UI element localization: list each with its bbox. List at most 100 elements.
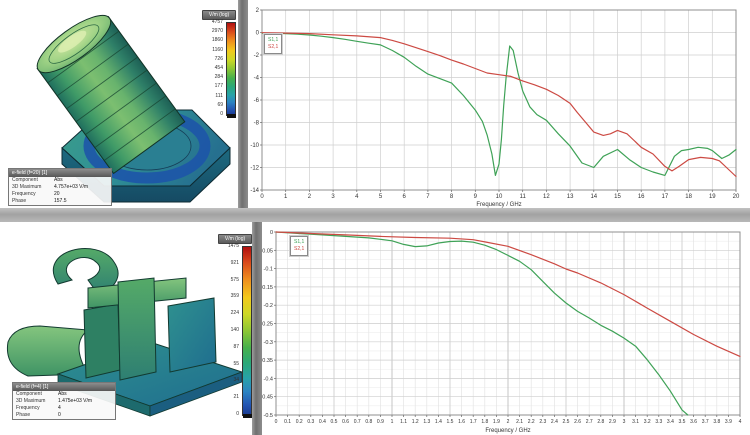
colorbar-tick-label: 21 (233, 394, 239, 401)
x-tick-label: 4 (739, 419, 742, 425)
x-tick-label: 0.7 (354, 419, 361, 425)
y-tick-label: -0.2 (264, 303, 273, 309)
x-tick-label: 3.5 (679, 419, 686, 425)
x-tick-label: 10 (496, 194, 503, 200)
curve-s21 (261, 32, 737, 178)
x-tick-label: 0.1 (284, 419, 291, 425)
colorbar-tick-label: 454 (214, 65, 223, 71)
x-tick-label: 0.6 (342, 419, 349, 425)
colorbar-scale: 4757 2970 1860 1160 726 454 284 177 111 69 0 (202, 19, 236, 118)
x-tick-label: 18 (685, 194, 692, 200)
chart-legend[interactable]: S1,1 S2,1 (262, 33, 284, 55)
x-tick-label: 5 (379, 194, 383, 200)
x-tick-label: 3.6 (690, 419, 697, 425)
y-tick-label: -0.35 (262, 358, 273, 364)
field-info-box-bottom: e-field (f=4) [1] Component Abs 3D Maximum… (12, 382, 116, 420)
colorbar-tick-label: 0 (236, 411, 239, 417)
horizontal-splitter[interactable] (0, 208, 750, 222)
legend-entry-s11: S1,1 (294, 239, 305, 245)
clip-t-plate (117, 277, 157, 381)
x-tick-label: 9 (474, 194, 478, 200)
x-tick-label: 11 (520, 194, 527, 200)
x-tick-label: 3.3 (655, 419, 662, 425)
x-tick-label: 12 (543, 194, 550, 200)
field-info-header: e-field (f=20) [1] (9, 169, 111, 177)
x-tick-label: 0 (260, 194, 264, 200)
x-tick-label: 17 (662, 194, 669, 200)
field-info-row: 3D Maximum 4.757e+03 V/m (12, 184, 89, 190)
field-info-row: Frequency 4 (16, 405, 61, 411)
colorbar-zero-marker (227, 114, 236, 118)
y-tick-label: -0.5 (264, 413, 273, 419)
x-tick-label: 1.2 (412, 419, 419, 425)
clip-3d-model[interactable] (0, 222, 252, 435)
colorbar-gradient (226, 22, 236, 116)
bolt-thread-rings (47, 30, 176, 161)
colorbar-zero-marker (243, 414, 252, 418)
colorbar-scale: 1475 921 575 359 224 140 87 55 34 21 0 (218, 243, 252, 418)
field-info-box-top: e-field (f=20) [1] Component Abs 3D Maximu… (8, 168, 112, 206)
legend-entry-s21: S2,1 (294, 246, 305, 252)
field-colorbar-top: V/m (log) 4757 2970 1860 1160 726 454 284 177 11… (202, 10, 236, 118)
y-tick-label: -2 (254, 53, 260, 59)
legend-entry-s11: S1,1 (268, 37, 279, 43)
colorbar-tick-label: 87 (233, 343, 239, 350)
x-tick-label: 0.4 (319, 419, 326, 425)
x-tick-label: 1.4 (435, 419, 442, 425)
colorbar-tick-label: 140 (230, 327, 239, 333)
colorbar-tick-label: 0 (220, 111, 223, 117)
chart-legend[interactable]: S1,1 S2,1 (288, 235, 310, 257)
x-tick-label: 2.4 (551, 419, 558, 425)
3d-viewport-clip[interactable]: V/m (log) 1475 921 575 359 224 140 87 55 34 21 0 e… (0, 222, 252, 435)
x-tick-label: 0 (275, 419, 278, 425)
colorbar-tick-label: 726 (214, 55, 223, 62)
x-tick-label: 2.9 (609, 419, 616, 425)
x-tick-label: 8 (450, 194, 454, 200)
x-tick-label: 2.7 (586, 419, 593, 425)
legend-entry-s21: S2,1 (268, 44, 279, 50)
x-tick-label: 19 (709, 194, 716, 200)
field-info-row: Component Abs (12, 177, 63, 183)
colorbar-tick-label: 111 (215, 92, 223, 99)
sparameter-chart-lowband[interactable]: 0 0.1 0.2 0.3 0.4 0.5 0.6 0.7 0.8 0.9 1 1.1 1.2 1.3 1.… (262, 222, 750, 435)
colorbar-tick-label: 224 (230, 310, 239, 317)
x-tick-label: 3.2 (644, 419, 651, 425)
x-tick-label: 2 (507, 419, 510, 425)
y-tick-label: -0.25 (262, 322, 273, 328)
vertical-splitter-top[interactable] (238, 0, 248, 208)
x-tick-label: 3.7 (702, 419, 709, 425)
x-tick-label: 1.5 (447, 419, 454, 425)
x-tick-label: 1.3 (423, 419, 430, 425)
x-tick-label: 3.1 (632, 419, 639, 425)
bolt-shaft-group (36, 14, 186, 175)
x-tick-label: 2.3 (539, 419, 546, 425)
sparameter-chart-wideband[interactable]: 0 1 2 3 4 5 6 7 8 9 10 11 12 13 14 15 16 17 18 19 2020-2-4-6… (248, 0, 750, 208)
field-info-row: Phase 0 (16, 412, 61, 418)
x-tick-label: 1.7 (470, 419, 477, 425)
bolt-3d-model[interactable] (0, 0, 238, 208)
3d-viewport-bolt[interactable]: V/m (log) 4757 2970 1860 1160 726 454 284 177 11… (0, 0, 238, 208)
colorbar-tick-label: 2970 (211, 28, 223, 35)
x-tick-label: 0.5 (331, 419, 338, 425)
bolt-cap-highlight (58, 30, 87, 53)
x-tick-label: 1 (391, 419, 394, 425)
x-tick-label: 7 (426, 194, 430, 200)
vertical-splitter-bottom[interactable] (252, 222, 262, 435)
colorbar-gradient (242, 246, 252, 416)
x-tick-label: 2.6 (574, 419, 581, 425)
x-tick-label: 0.9 (377, 419, 384, 425)
x-tick-label: 2.1 (516, 419, 523, 425)
y-tick-label: -0.05 (262, 248, 273, 254)
x-tick-label: 0.3 (307, 419, 314, 425)
x-tick-label: 13 (567, 194, 574, 200)
y-tick-label: -0.15 (262, 285, 273, 291)
x-tick-label: 0.2 (296, 419, 303, 425)
curve-s11 (275, 231, 689, 416)
y-tick-label: -14 (250, 188, 259, 194)
x-tick-label: 16 (638, 194, 645, 200)
curve-s21 (275, 231, 741, 357)
x-tick-label: 3.8 (713, 419, 720, 425)
y-tick-label: -8 (254, 121, 260, 127)
x-tick-label: 6 (403, 194, 407, 200)
